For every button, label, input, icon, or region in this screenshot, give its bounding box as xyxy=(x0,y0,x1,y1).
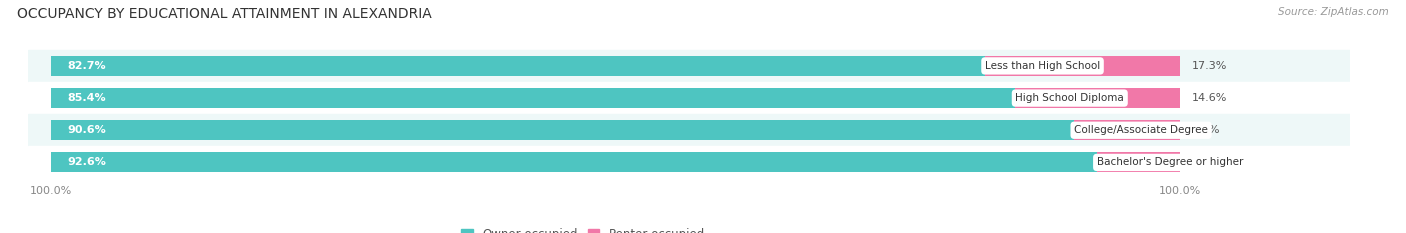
Bar xyxy=(1074,120,1180,140)
Bar xyxy=(28,50,1350,82)
Text: 14.6%: 14.6% xyxy=(1192,93,1227,103)
Text: OCCUPANCY BY EDUCATIONAL ATTAINMENT IN ALEXANDRIA: OCCUPANCY BY EDUCATIONAL ATTAINMENT IN A… xyxy=(17,7,432,21)
Text: Source: ZipAtlas.com: Source: ZipAtlas.com xyxy=(1278,7,1389,17)
Text: College/Associate Degree: College/Associate Degree xyxy=(1074,125,1208,135)
Bar xyxy=(28,146,1350,178)
Bar xyxy=(1097,152,1180,172)
Bar xyxy=(1015,88,1180,108)
Bar xyxy=(984,56,1180,76)
Text: 9.4%: 9.4% xyxy=(1192,125,1220,135)
Text: 92.6%: 92.6% xyxy=(67,158,107,168)
Bar xyxy=(28,114,1350,146)
Text: 85.4%: 85.4% xyxy=(67,93,107,103)
Bar xyxy=(51,120,1074,140)
Text: Less than High School: Less than High School xyxy=(984,61,1099,71)
Text: High School Diploma: High School Diploma xyxy=(1015,93,1125,103)
Text: 82.7%: 82.7% xyxy=(67,61,107,71)
Text: Bachelor's Degree or higher: Bachelor's Degree or higher xyxy=(1097,158,1243,168)
Text: 17.3%: 17.3% xyxy=(1192,61,1227,71)
Bar xyxy=(51,56,984,76)
Text: 90.6%: 90.6% xyxy=(67,125,107,135)
Bar xyxy=(51,152,1097,172)
Text: 7.4%: 7.4% xyxy=(1192,158,1220,168)
Bar xyxy=(28,82,1350,114)
Legend: Owner-occupied, Renter-occupied: Owner-occupied, Renter-occupied xyxy=(457,224,710,233)
Bar xyxy=(51,88,1015,108)
